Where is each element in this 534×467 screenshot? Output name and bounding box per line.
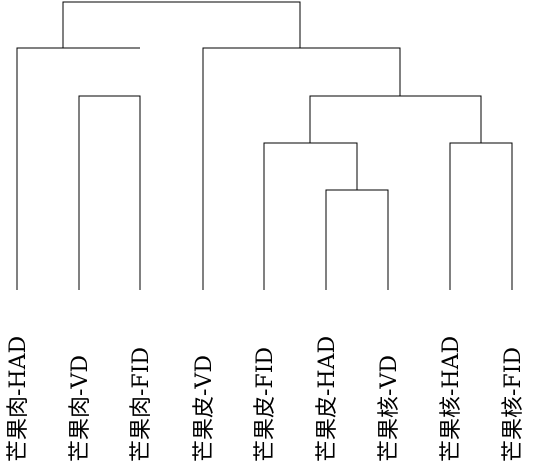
merge-seed-had-fid [449,142,513,290]
leaf-label-seed-fid: 芒果核-FID [501,347,526,462]
leaf-label-peel-fid: 芒果皮-FID [253,347,278,462]
merge-peel-fid-had-seed-group [309,95,482,143]
leaf-label-seed-vd: 芒果核-VD [377,355,402,462]
merge-root [62,1,301,48]
leaf-label-seed-had: 芒果核-HAD [439,336,464,462]
leaf-labels: 芒果肉-HAD 芒果肉-VD 芒果肉-FID 芒果皮-VD 芒果皮-FID 芒果… [6,336,526,462]
merge-flesh-vd-fid [78,95,141,290]
leaf-label-flesh-had: 芒果肉-HAD [6,336,31,462]
merge-peel-seed-group [202,47,401,290]
leaf-label-peel-vd: 芒果皮-VD [192,355,217,462]
leaf-label-flesh-vd: 芒果肉-VD [68,355,93,462]
merge-flesh-group [16,47,140,290]
leaf-label-flesh-fid: 芒果肉-FID [129,347,154,462]
leaf-label-peel-had: 芒果皮-HAD [315,336,340,462]
merge-peel-had-seed-vd [325,189,389,290]
dendrogram-branches [16,1,513,290]
merge-peel-fid-had-seed-vd [263,142,358,290]
